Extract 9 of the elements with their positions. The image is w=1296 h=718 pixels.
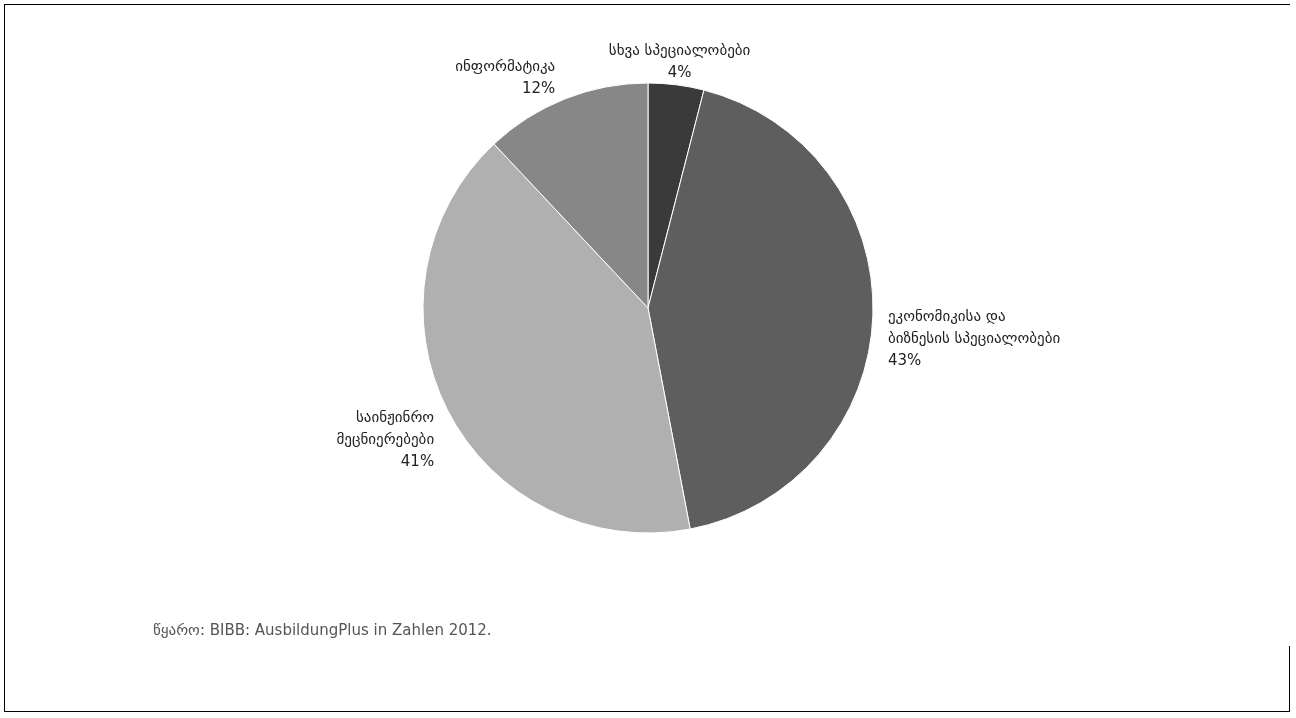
slice-label: სხვა სპეციალობები — [608, 40, 751, 59]
text: წყარო: BIBB: AusbildungPlus in Zahlen 2012. — [153, 621, 492, 639]
data-label: 12% — [521, 78, 556, 97]
slice-label: საინჟინრო მეცნიერებები — [336, 407, 435, 448]
slice-label: ინფორმატიკა — [455, 56, 556, 75]
data-label: 41% — [400, 451, 435, 470]
data-label: 4% — [667, 62, 692, 81]
data-label: 43% — [887, 350, 922, 369]
slice-label: ეკონომიკისა და ბიზნესის სპეციალობები — [887, 306, 1061, 347]
